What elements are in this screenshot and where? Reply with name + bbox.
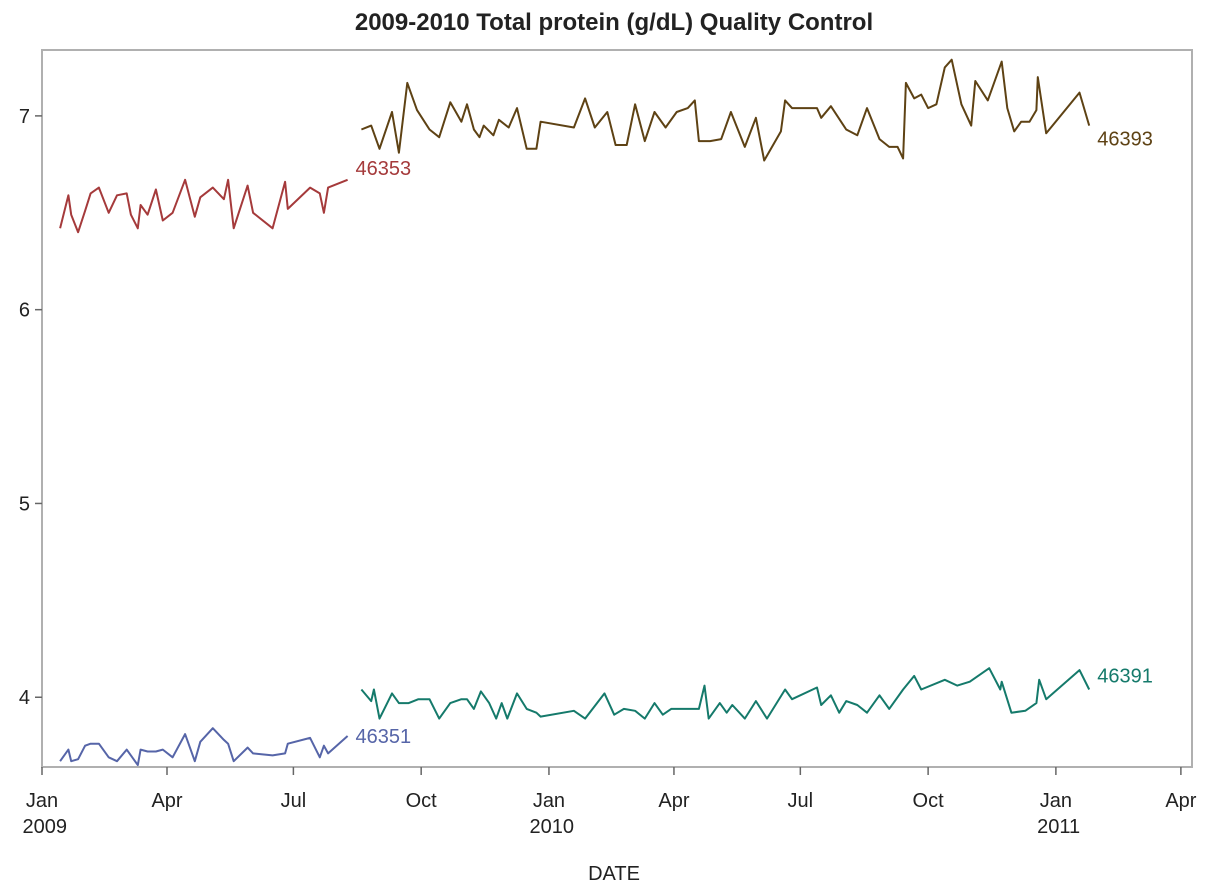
x-tick-label: Apr	[658, 790, 689, 812]
y-tick-label: 7	[19, 106, 30, 128]
chart-title: 2009-2010 Total protein (g/dL) Quality C…	[355, 9, 873, 36]
plot-frame	[41, 49, 1193, 768]
series-label: 46391	[1097, 665, 1153, 687]
y-tick-label: 5	[19, 493, 30, 515]
series-line	[360, 667, 1091, 720]
x-tick-label: Jul	[788, 790, 814, 812]
x-tick-label: Jan 2011	[1032, 790, 1081, 838]
x-tick-label: Jul	[281, 790, 307, 812]
x-tick-label: Apr	[1165, 790, 1196, 812]
series-label: 46353	[356, 158, 412, 180]
x-axis-label: DATE	[588, 863, 640, 885]
y-tick-label: 6	[19, 300, 30, 322]
series-line	[59, 727, 349, 767]
series-line	[59, 178, 348, 234]
x-tick-label: Oct	[406, 790, 438, 812]
y-tick-label: 4	[19, 687, 30, 709]
series-line	[361, 58, 1091, 162]
series-label: 46351	[356, 726, 412, 748]
x-tick-label: Jan 2009	[17, 790, 67, 838]
series-label: 46393	[1097, 129, 1153, 151]
x-tick-label: Jan 2010	[524, 790, 574, 838]
x-tick-label: Oct	[913, 790, 945, 812]
x-tick-label: Apr	[151, 790, 182, 812]
